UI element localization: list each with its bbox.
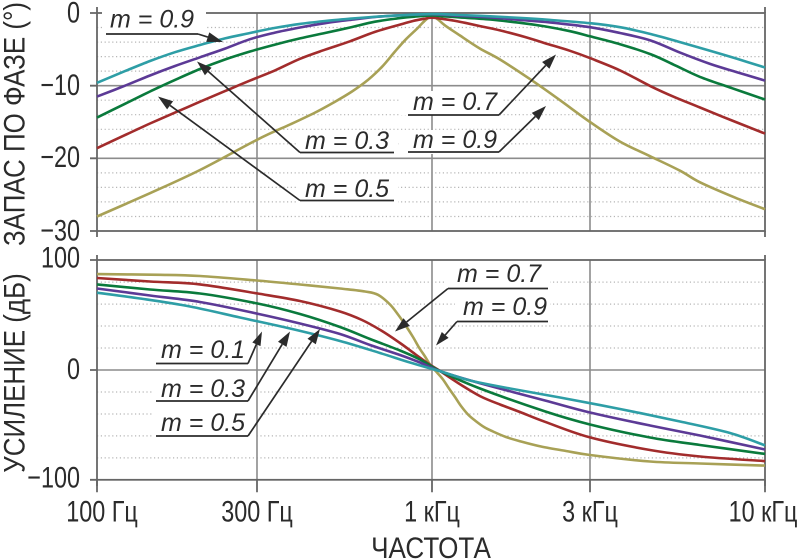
svg-text:−20: −20 — [40, 140, 80, 173]
svg-text:3 кГц: 3 кГц — [562, 495, 618, 528]
svg-text:УСИЛЕНИЕ (дБ): УСИЛЕНИЕ (дБ) — [0, 273, 31, 472]
svg-text:ЗАПАС ПО ФАЗЕ (°): ЗАПАС ПО ФАЗЕ (°) — [0, 2, 31, 246]
svg-text:10 кГц: 10 кГц — [729, 495, 798, 528]
svg-text:m = 0.1: m = 0.1 — [161, 336, 245, 364]
svg-text:ЧАСТОТА: ЧАСТОТА — [371, 531, 491, 559]
svg-text:1 кГц: 1 кГц — [404, 495, 460, 528]
svg-text:m = 0.3: m = 0.3 — [161, 375, 245, 403]
svg-text:−10: −10 — [40, 68, 80, 101]
svg-text:m = 0.7: m = 0.7 — [457, 260, 542, 288]
svg-text:0: 0 — [67, 352, 80, 385]
svg-text:m = 0.7: m = 0.7 — [413, 88, 498, 116]
svg-text:0: 0 — [67, 0, 80, 29]
svg-text:−30: −30 — [40, 214, 80, 247]
svg-text:m = 0.9: m = 0.9 — [463, 293, 547, 321]
svg-text:m = 0.5: m = 0.5 — [305, 175, 389, 203]
svg-text:m = 0.3: m = 0.3 — [305, 127, 389, 155]
svg-text:300 Гц: 300 Гц — [221, 495, 293, 528]
svg-text:100: 100 — [41, 241, 80, 274]
svg-text:100 Гц: 100 Гц — [66, 495, 138, 528]
svg-text:m = 0.9: m = 0.9 — [413, 126, 497, 154]
svg-text:m = 0.5: m = 0.5 — [161, 409, 245, 437]
svg-text:−100: −100 — [27, 461, 80, 494]
svg-text:m = 0.9: m = 0.9 — [110, 6, 194, 34]
